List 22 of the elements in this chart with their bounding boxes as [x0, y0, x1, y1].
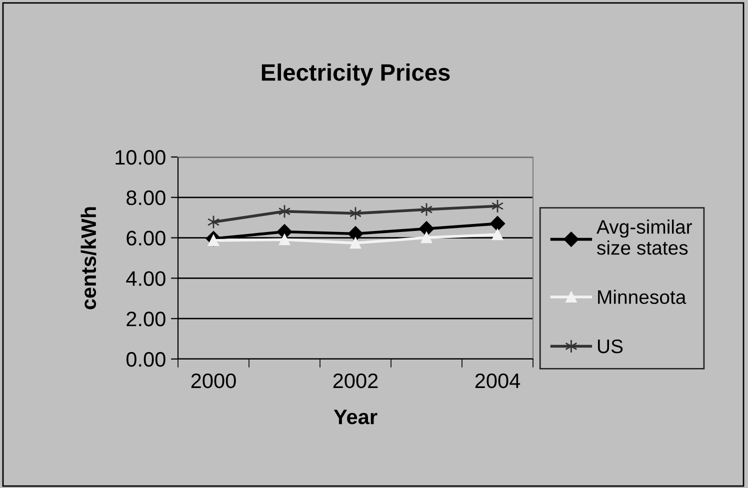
point: [420, 232, 432, 244]
chart-title: Electricity Prices: [262, 64, 450, 86]
point: [348, 226, 364, 242]
legend-label: US: [598, 339, 623, 354]
legend-label: Minnesota: [598, 290, 686, 304]
legend-label: Avg-similar size states: [596, 220, 692, 255]
point: [492, 229, 504, 240]
y-tick-label: 10.00: [116, 150, 166, 165]
point: [490, 216, 506, 232]
y-tick-label: 8.00: [126, 190, 166, 206]
y-tick-label: 0.00: [126, 352, 166, 367]
x-tick-label: 2004: [475, 373, 520, 388]
point: [278, 234, 290, 246]
x-axis-title: Year: [334, 410, 378, 424]
point: [350, 237, 362, 249]
x-tick-label: 2002: [333, 373, 378, 388]
y-tick-label: 2.00: [126, 312, 166, 326]
y-tick-label: 4.00: [126, 271, 166, 286]
x-tick-label: 2000: [191, 373, 236, 388]
y-axis-title: cents/kWh: [80, 207, 96, 310]
point: [418, 221, 434, 236]
y-tick-label: 6.00: [126, 230, 166, 246]
